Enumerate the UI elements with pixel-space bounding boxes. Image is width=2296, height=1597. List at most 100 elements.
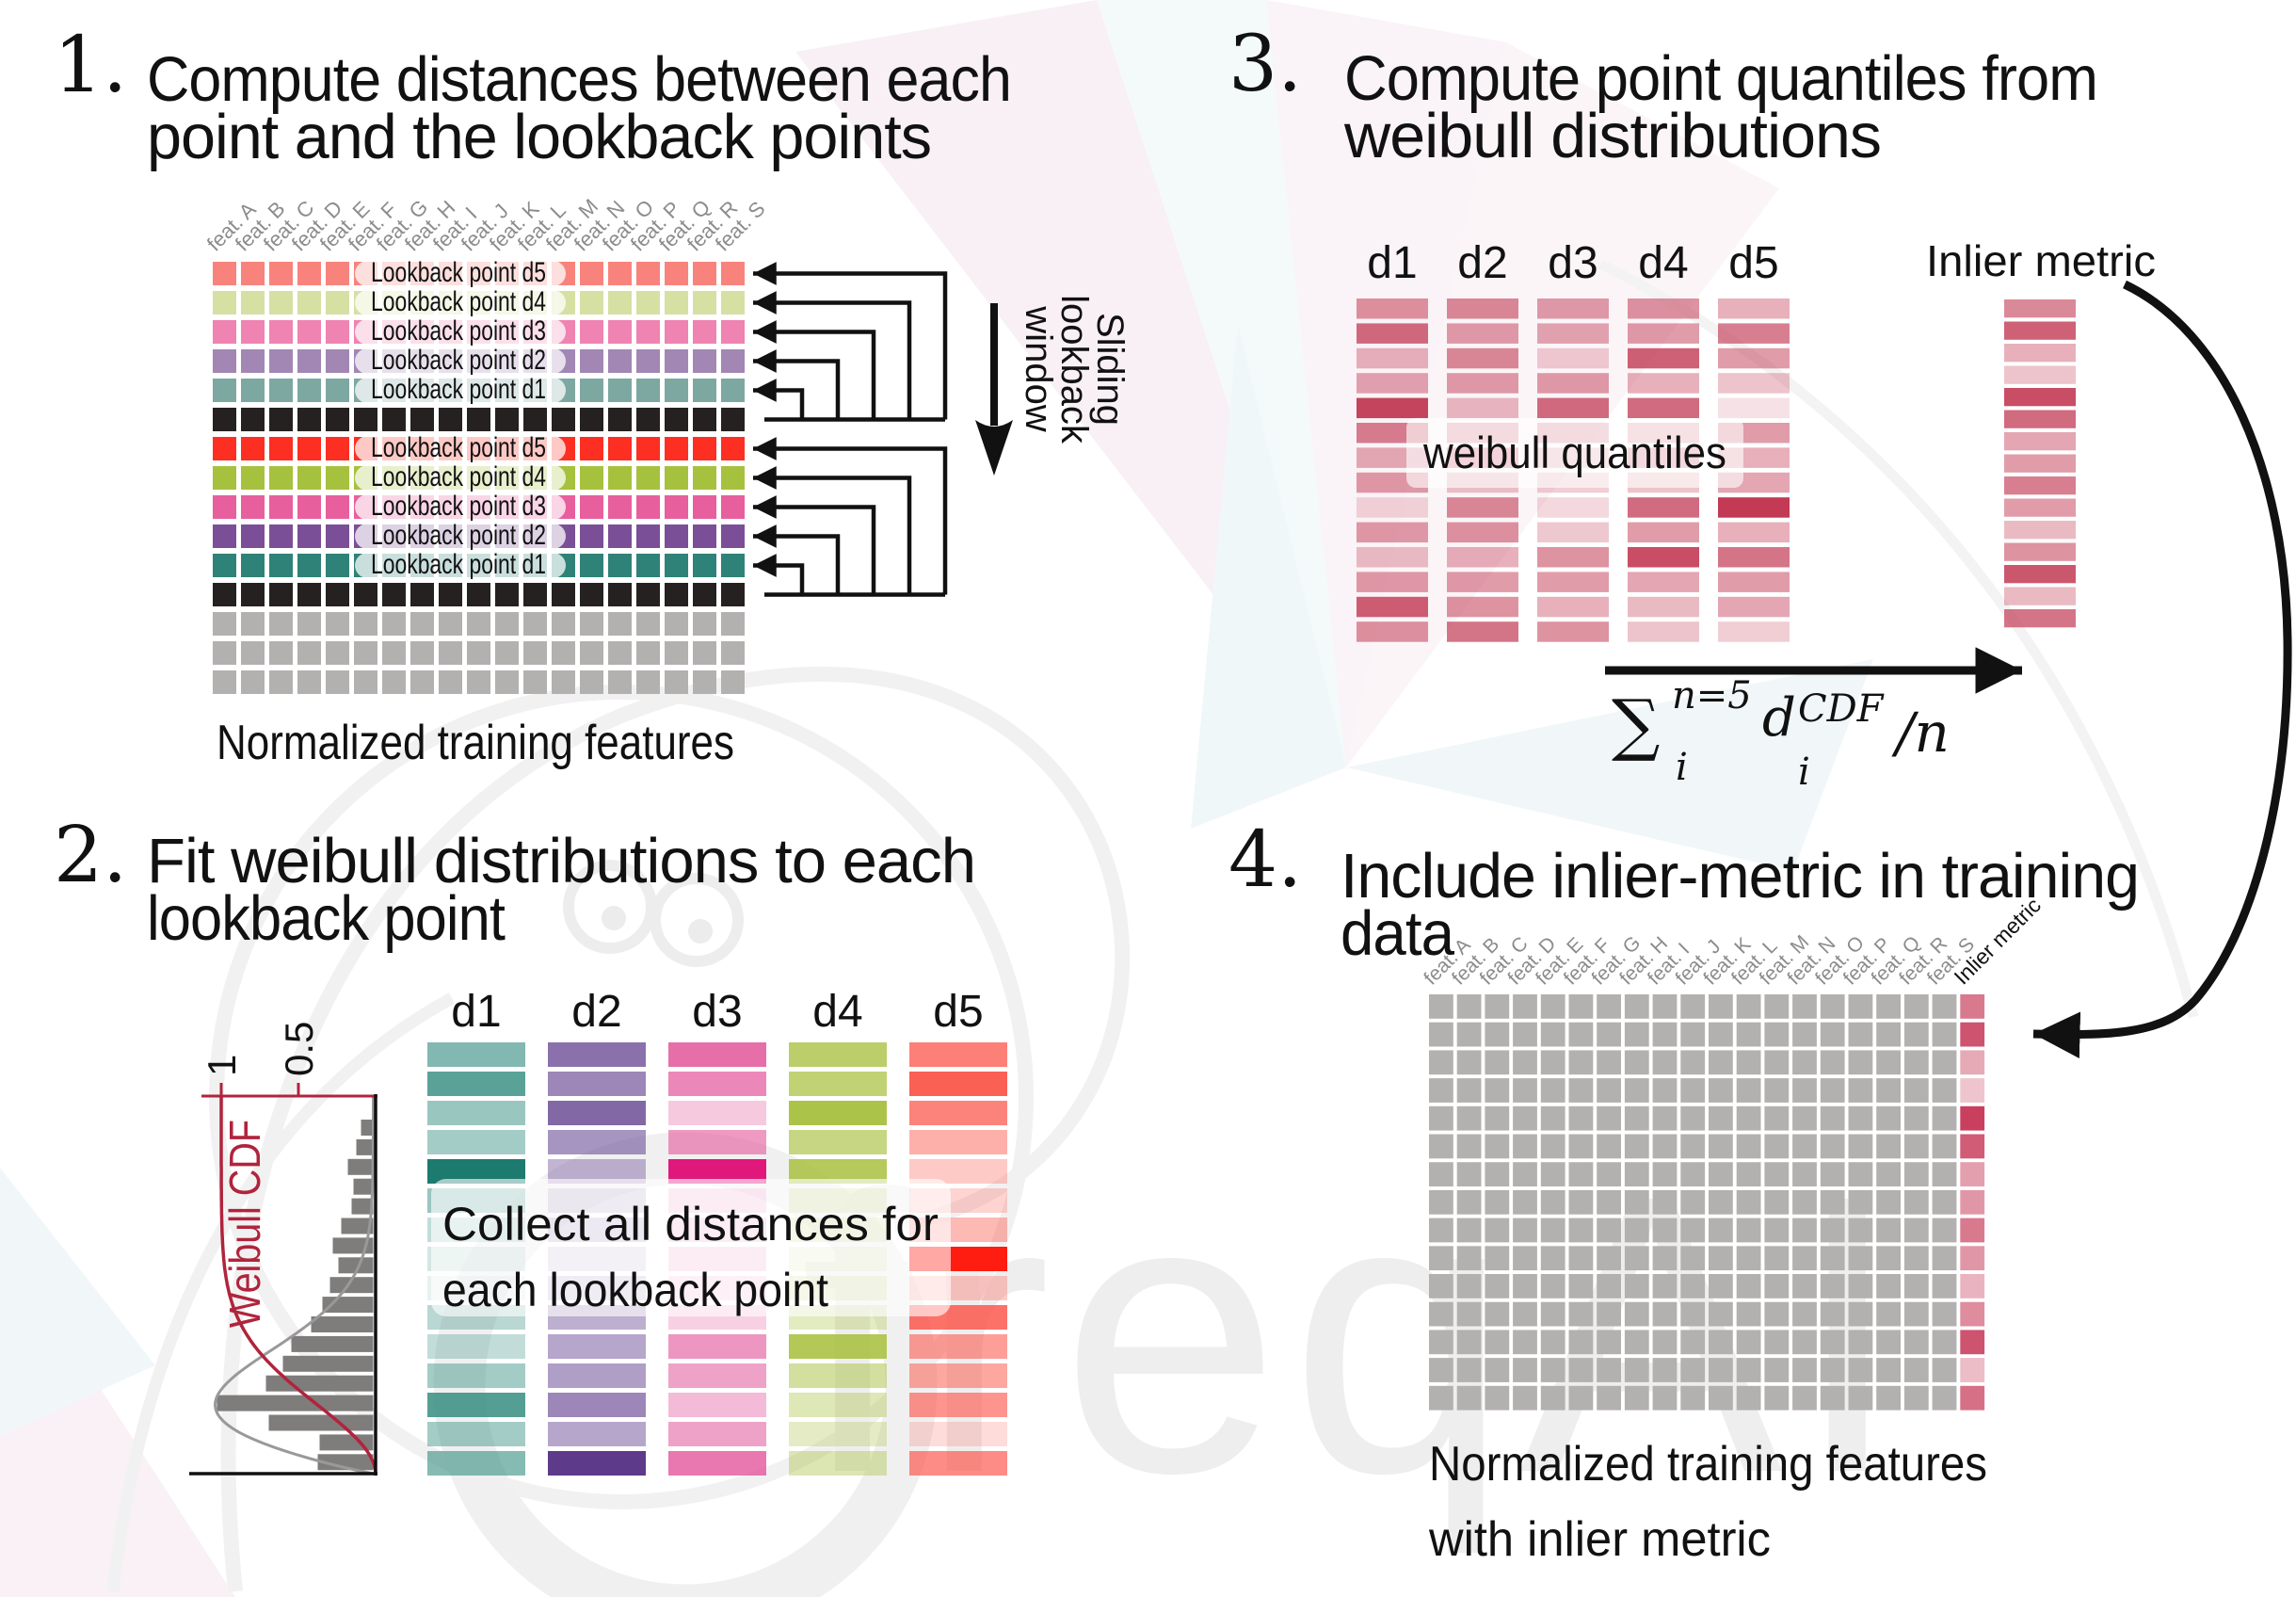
distance-bar xyxy=(789,1072,887,1096)
matrix-cell xyxy=(1820,1358,1845,1382)
matrix-cell xyxy=(1764,994,1790,1019)
matrix-cell xyxy=(1876,1022,1901,1047)
matrix-cell xyxy=(1680,1162,1706,1186)
matrix-cell xyxy=(1456,1050,1482,1075)
matrix-cell xyxy=(1876,1078,1901,1103)
sliding-window-label-line3: window xyxy=(1018,305,1059,432)
watermark-shard xyxy=(1346,659,1873,871)
matrix-cell xyxy=(1540,994,1565,1019)
matrix-cell xyxy=(1680,1330,1706,1355)
matrix-cell xyxy=(1456,1218,1482,1243)
panel3-inlier-metric-column xyxy=(2004,299,2076,628)
matrix-cell xyxy=(1680,1105,1706,1131)
matrix-cell xyxy=(1485,1274,1510,1299)
distance-arrow xyxy=(753,466,912,595)
histogram-bar xyxy=(265,1375,374,1392)
matrix-cell xyxy=(721,262,745,285)
matrix-cell xyxy=(1709,1078,1733,1103)
matrix-cell xyxy=(326,583,349,606)
matrix-cell xyxy=(1429,1162,1453,1186)
matrix-cell xyxy=(580,670,603,694)
matrix-cell xyxy=(1848,1274,1873,1299)
matrix-cell xyxy=(1568,1162,1594,1186)
matrix-cell xyxy=(693,554,716,577)
matrix-cell xyxy=(580,495,603,519)
matrix-cell xyxy=(1709,1385,1733,1411)
matrix-cell xyxy=(1792,1189,1817,1215)
matrix-cell xyxy=(693,524,716,548)
matrix-cell xyxy=(1848,1218,1873,1243)
lookback-row-label: Lookback point d1 xyxy=(371,549,546,580)
matrix-cell xyxy=(1820,1301,1845,1327)
quantile-bar xyxy=(1447,572,1518,592)
quantile-bar xyxy=(1537,397,1609,419)
matrix-cell xyxy=(1540,1050,1565,1075)
inlier-metric-cell xyxy=(1960,1358,1985,1382)
histogram-bar xyxy=(291,1335,374,1352)
matrix-cell xyxy=(297,583,321,606)
matrix-cell xyxy=(269,349,293,373)
matrix-cell xyxy=(636,583,660,606)
matrix-cell xyxy=(1876,994,1901,1019)
matrix-cell xyxy=(636,437,660,460)
matrix-cell xyxy=(1652,1274,1678,1299)
inlier-metric-bar xyxy=(2004,542,2076,561)
matrix-cell xyxy=(636,495,660,519)
matrix-cell xyxy=(1597,1078,1621,1103)
matrix-cell xyxy=(523,583,547,606)
matrix-cell xyxy=(1680,1358,1706,1382)
inlier-metric-bar xyxy=(2004,587,2076,605)
matrix-cell xyxy=(1429,1105,1453,1131)
matrix-cell xyxy=(1876,1189,1901,1215)
matrix-cell xyxy=(1456,1301,1482,1327)
matrix-cell xyxy=(1903,1301,1929,1327)
matrix-cell xyxy=(1568,1050,1594,1075)
distance-bar xyxy=(789,1334,887,1359)
histogram-bar xyxy=(332,1237,374,1254)
matrix-cell xyxy=(1792,1330,1817,1355)
matrix-cell xyxy=(1736,1218,1761,1243)
matrix-cell xyxy=(580,291,603,315)
matrix-cell xyxy=(1429,1134,1453,1159)
matrix-cell xyxy=(665,379,688,402)
distance-bar xyxy=(548,1334,646,1359)
quantile-bar xyxy=(1537,572,1609,592)
matrix-cell xyxy=(1456,1246,1482,1271)
matrix-cell xyxy=(1848,1301,1873,1327)
matrix-cell xyxy=(241,495,265,519)
quantile-bar xyxy=(1628,373,1699,394)
matrix-cell xyxy=(1456,1078,1482,1103)
matrix-cell xyxy=(1652,1301,1678,1327)
matrix-cell xyxy=(1792,994,1817,1019)
matrix-cell xyxy=(213,641,236,665)
matrix-cell xyxy=(1680,1218,1706,1243)
matrix-cell xyxy=(1736,1246,1761,1271)
matrix-cell xyxy=(608,291,632,315)
panel1-distance-arrows xyxy=(753,262,948,597)
matrix-cell xyxy=(665,612,688,636)
matrix-cell xyxy=(1736,1022,1761,1047)
inlier-metric-bar xyxy=(2004,365,2076,384)
histogram-bar xyxy=(319,1434,374,1451)
matrix-cell xyxy=(665,291,688,315)
matrix-cell xyxy=(1568,1358,1594,1382)
matrix-cell xyxy=(213,437,236,460)
matrix-cell xyxy=(241,437,265,460)
panel3-title-line1: Compute point quantiles from xyxy=(1344,43,2097,114)
lookback-row-label: Lookback point d5 xyxy=(371,257,546,288)
quantile-column-label: d2 xyxy=(1457,238,1507,288)
panel3-number: 3. xyxy=(1228,20,1302,109)
matrix-cell xyxy=(1568,1385,1594,1411)
formula-var: d xyxy=(1762,687,1796,749)
matrix-cell xyxy=(297,524,321,548)
matrix-cell xyxy=(213,670,236,694)
matrix-cell xyxy=(1456,1134,1482,1159)
matrix-cell xyxy=(439,583,462,606)
distance-bar xyxy=(427,1334,525,1359)
matrix-cell xyxy=(1456,1105,1482,1131)
matrix-cell xyxy=(1903,1105,1929,1131)
matrix-cell xyxy=(326,262,349,285)
matrix-cell xyxy=(1456,1274,1482,1299)
matrix-cell xyxy=(269,408,293,431)
quantile-bar xyxy=(1357,547,1428,568)
